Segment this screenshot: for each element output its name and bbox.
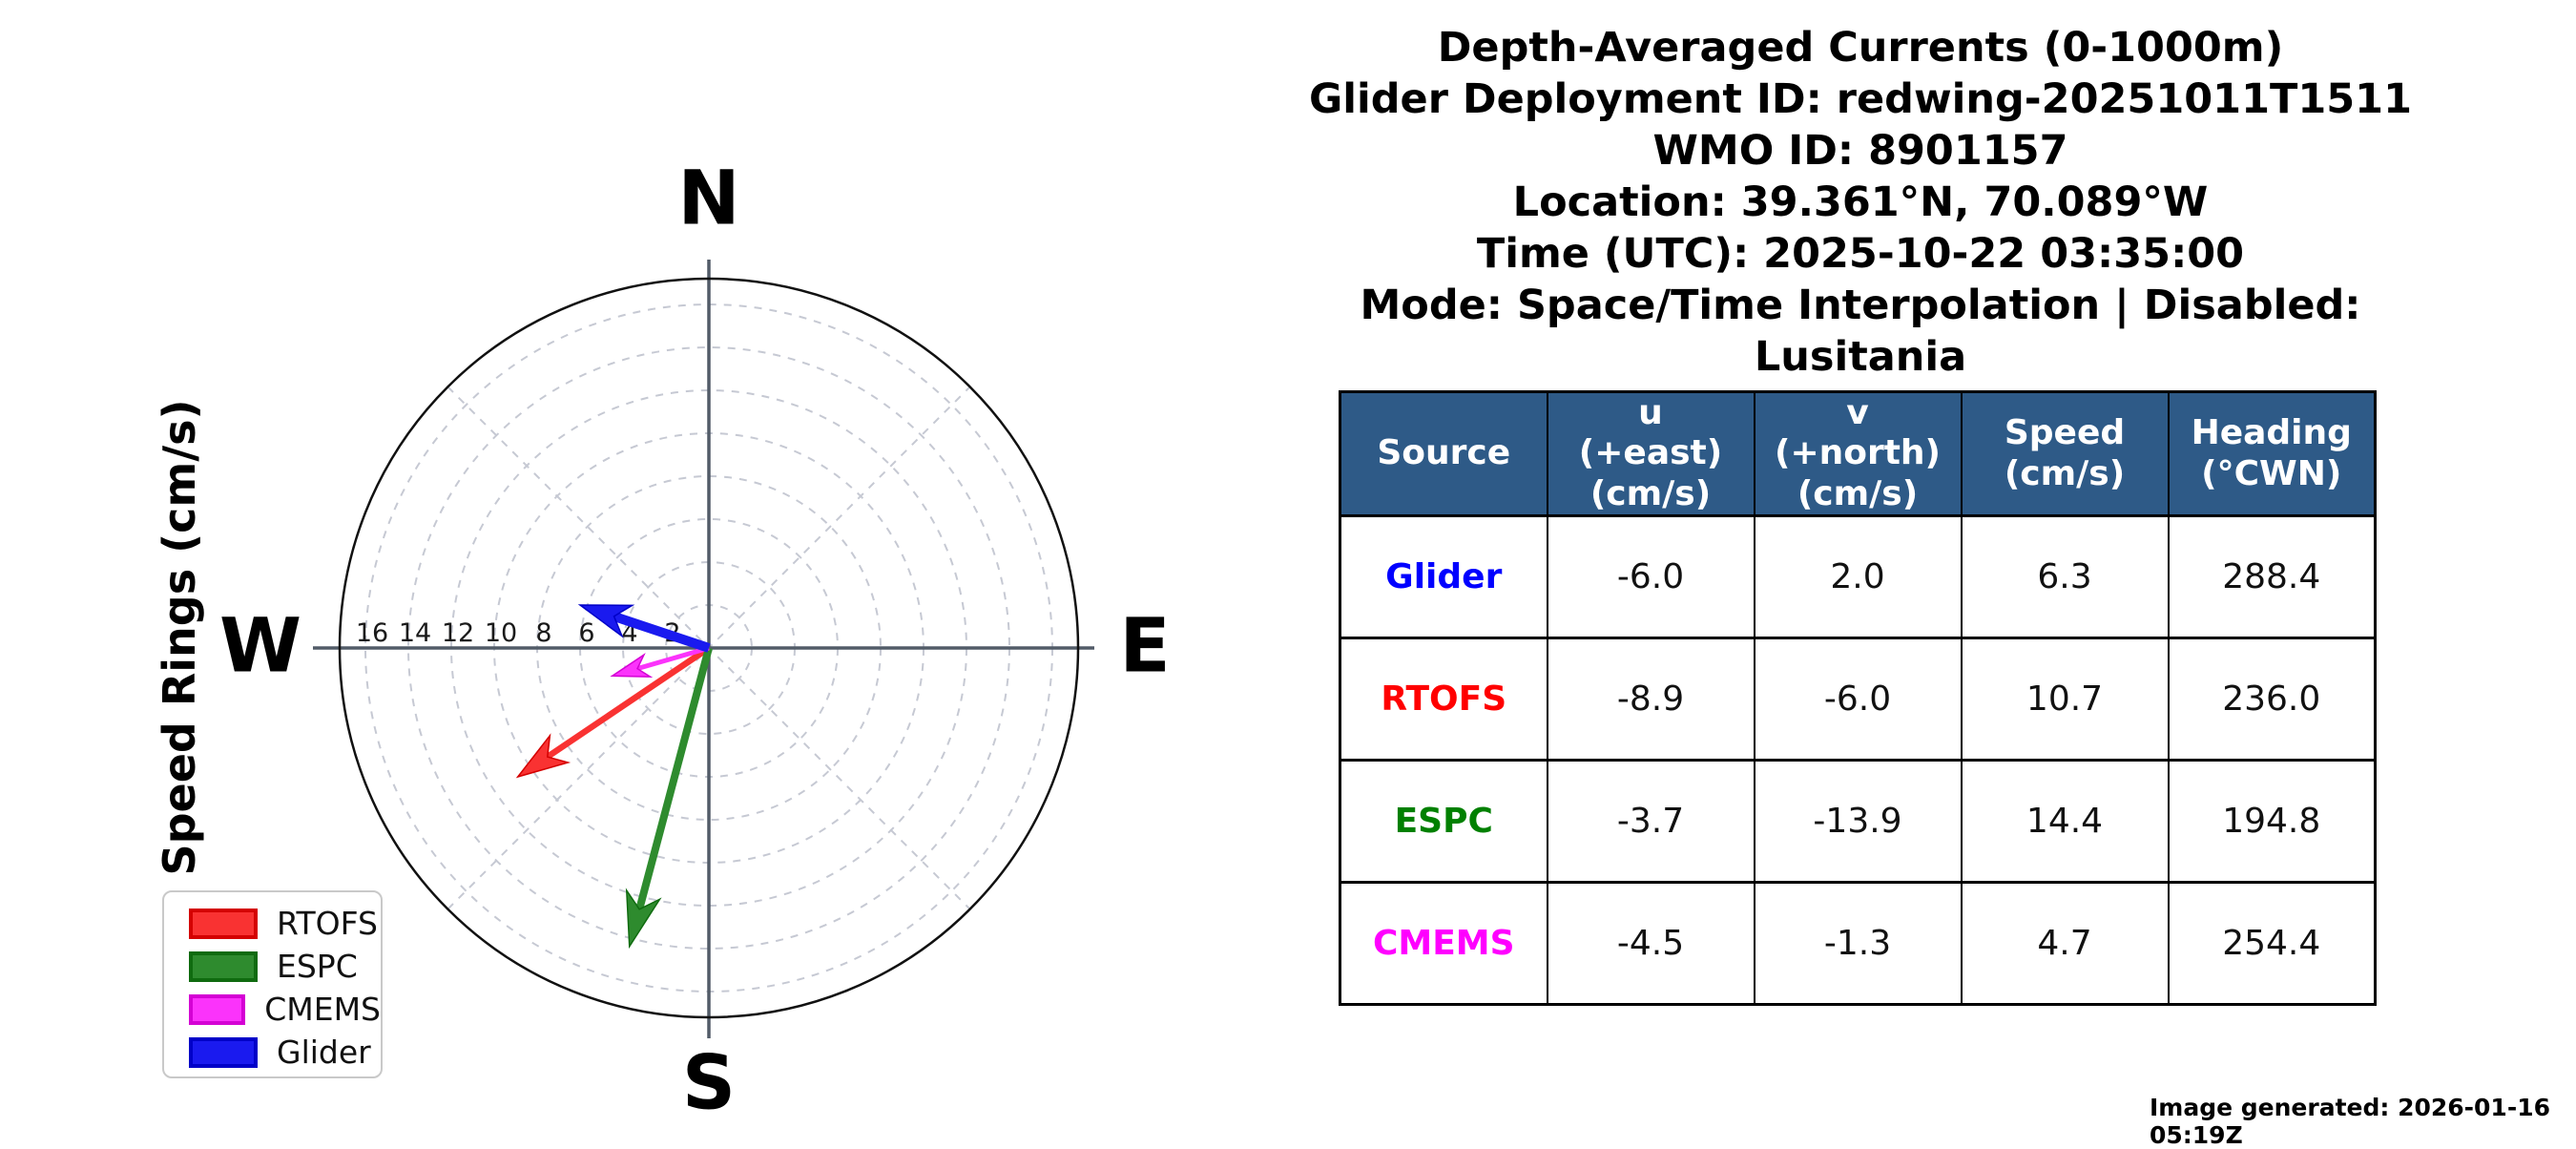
espc-color-swatch [189,951,258,982]
cell-speed: 4.7 [1960,881,2170,1007]
legend-item-espc: ESPC [189,945,381,988]
legend-label-cmems: CMEMS [264,991,381,1028]
cell-heading: 288.4 [2167,514,2377,640]
legend-label-glider: Glider [277,1034,371,1071]
table-header-row: Source u (+east) (cm/s) v (+north) (cm/s… [1339,389,2377,518]
table-row-rtofs: RTOFS -8.9 -6.0 10.7 236.0 [1339,637,2377,763]
table-row-cmems: CMEMS -4.5 -1.3 4.7 254.4 [1339,881,2377,1007]
ring-tick-label-8: 8 [535,618,551,648]
ring-tick-label-10: 10 [485,618,517,648]
glider-color-swatch [189,1036,258,1068]
title-line-time: Time (UTC): 2025-10-22 03:35:00 [1476,230,2245,278]
title-line-wmo-id: WMO ID: 8901157 [1652,127,2068,175]
legend-item-cmems: CMEMS [189,988,381,1031]
col-header-u: u (+east) (cm/s) [1546,389,1755,518]
cell-u: -6.0 [1546,514,1755,640]
outer-ring [338,277,1080,1019]
cell-heading: 236.0 [2167,637,2377,763]
cell-u: -3.7 [1546,759,1755,885]
rtofs-color-swatch [189,908,258,939]
current-rose-plot: 246810121416NSWESpeed Rings (cm/s) [154,156,1171,1126]
current-vector-glider [577,604,711,653]
vector-shaft [612,612,711,653]
ring-tick-label-6: 6 [578,618,594,648]
cell-source: Glider [1339,514,1548,640]
title-line-deployment-id: Glider Deployment ID: redwing-20251011T1… [1308,75,2413,123]
col-header-source: Source [1339,389,1548,518]
generated-timestamp: Image generated: 2026-01-16 05:19Z [2150,1094,2550,1149]
cell-heading: 194.8 [2167,759,2377,885]
cell-source: RTOFS [1339,637,1548,763]
vector-shaft [635,646,713,910]
ring-tick-label-16: 16 [356,618,388,648]
vector-arrowhead [577,604,635,638]
legend-label-rtofs: RTOFS [277,905,379,942]
current-vector-espc [625,646,713,950]
cell-source: ESPC [1339,759,1548,885]
compass-label-north: N [677,156,739,241]
vector-shaft [636,645,710,672]
compass-label-south: S [682,1040,736,1126]
compass-label-east: E [1119,603,1170,689]
legend-item-rtofs: RTOFS [189,902,381,945]
title-line-main: Depth-Averaged Currents (0-1000m) [1437,24,2284,72]
cell-v: 2.0 [1753,514,1963,640]
cell-speed: 14.4 [1960,759,2170,885]
vector-arrowhead [515,733,571,779]
current-vector-rtofs [515,645,711,779]
radial-axis-title: Speed Rings (cm/s) [154,399,205,875]
compass-label-west: W [219,603,301,689]
col-header-speed: Speed (cm/s) [1960,389,2170,518]
figure-title-block: Depth-Averaged Currents (0-1000m) Glider… [1307,22,2414,383]
col-header-heading: Heading (°CWN) [2167,389,2377,518]
plot-legend: RTOFS ESPC CMEMS Glider [162,890,383,1078]
current-vector-cmems [610,645,710,679]
cell-heading: 254.4 [2167,881,2377,1007]
title-line-location: Location: 39.361°N, 70.089°W [1512,178,2209,226]
legend-item-glider: Glider [189,1031,381,1074]
legend-label-espc: ESPC [277,948,358,985]
cell-v: -1.3 [1753,881,1963,1007]
cell-v: -6.0 [1753,637,1963,763]
ring-tick-label-14: 14 [399,618,431,648]
cell-v: -13.9 [1753,759,1963,885]
cell-speed: 6.3 [1960,514,2170,640]
ring-tick-label-12: 12 [442,618,474,648]
vector-shaft [545,645,711,760]
vector-arrowhead [610,653,654,679]
cell-u: -4.5 [1546,881,1755,1007]
cmems-color-swatch [189,993,246,1025]
table-row-glider: Glider -6.0 2.0 6.3 288.4 [1339,514,2377,640]
currents-table: Source u (+east) (cm/s) v (+north) (cm/s… [1339,389,2377,1007]
col-header-v: v (+north) (cm/s) [1753,389,1963,518]
vector-arrowhead [625,888,662,950]
cell-u: -8.9 [1546,637,1755,763]
table-row-espc: ESPC -3.7 -13.9 14.4 194.8 [1339,759,2377,885]
cell-source: CMEMS [1339,881,1548,1007]
title-line-mode: Mode: Space/Time Interpolation | Disable… [1360,282,2361,381]
cell-speed: 10.7 [1960,637,2170,763]
